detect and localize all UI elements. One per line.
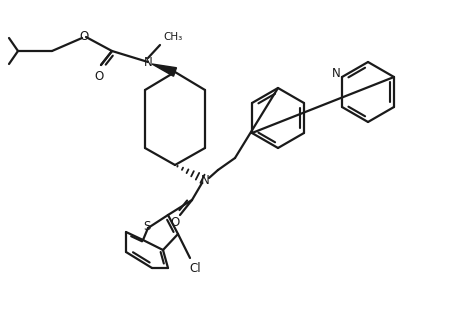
- Text: O: O: [79, 31, 89, 43]
- Text: S: S: [143, 220, 151, 233]
- Text: O: O: [170, 215, 180, 229]
- Text: N: N: [143, 55, 152, 68]
- Text: Cl: Cl: [189, 261, 201, 274]
- Polygon shape: [152, 64, 177, 76]
- Text: CH₃: CH₃: [163, 32, 182, 42]
- Text: O: O: [94, 70, 104, 83]
- Text: N: N: [332, 67, 340, 80]
- Text: N: N: [201, 173, 210, 186]
